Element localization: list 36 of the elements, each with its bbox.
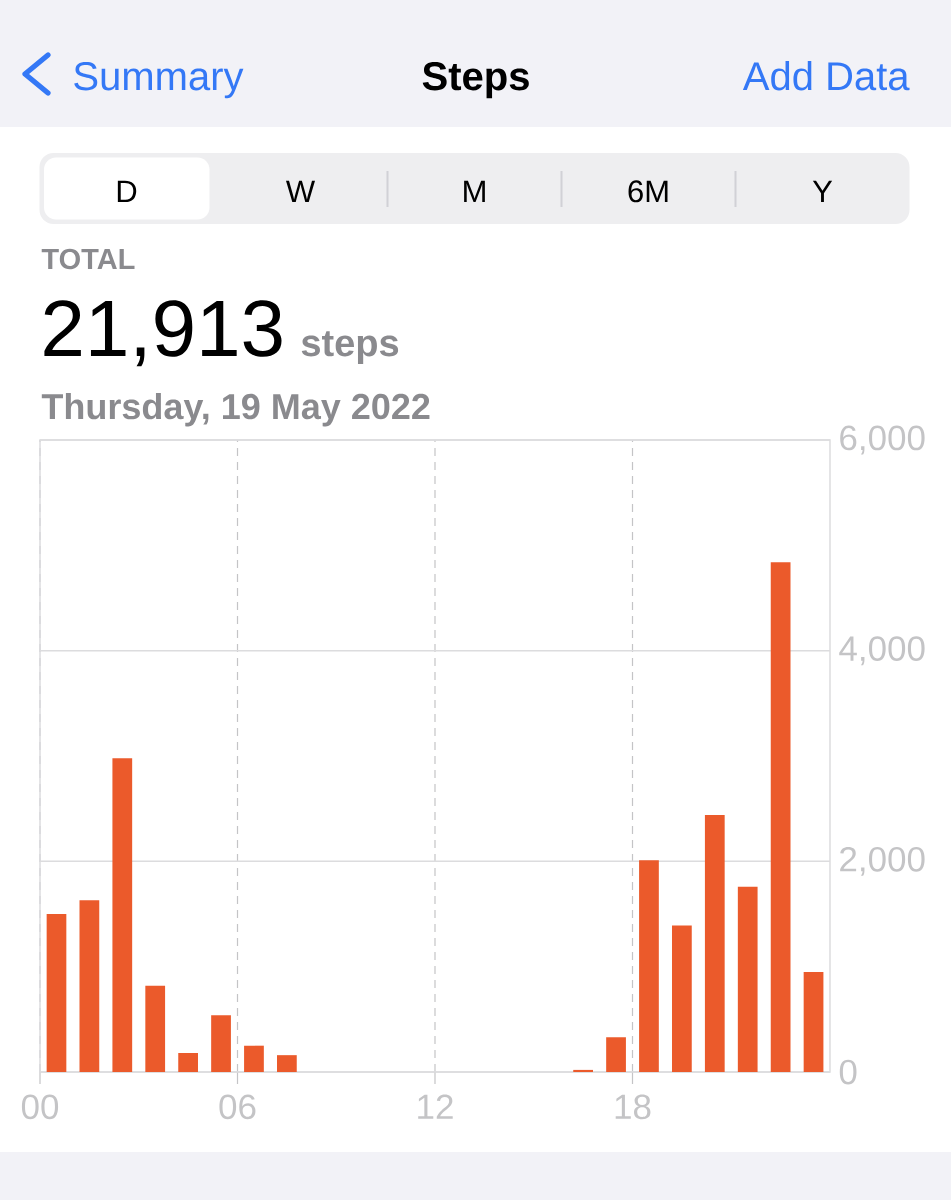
text: W [286, 180, 316, 203]
bar [211, 1015, 231, 1073]
chart-title: Steps [422, 62, 529, 99]
bar [606, 1037, 626, 1073]
text: D [117, 180, 137, 203]
y-tick-label: 4,000 [839, 636, 925, 666]
y-tick-label: 2,000 [840, 846, 925, 876]
chart-subtitle: Thursday, 19 May 2022 [41, 392, 430, 427]
bar [770, 562, 791, 1073]
bar [737, 886, 758, 1073]
bar [145, 985, 166, 1073]
bar [112, 758, 133, 1073]
text: Add Data [742, 61, 910, 91]
bar [639, 860, 659, 1073]
bar [79, 900, 100, 1073]
x-tick-label: 12 [418, 1094, 453, 1119]
bar [573, 1069, 593, 1073]
x-tick-label: 18 [615, 1094, 651, 1120]
y-tick-label: 6,000 [840, 425, 925, 455]
bar [244, 1045, 264, 1073]
y-tick-label: 0 [839, 1059, 857, 1085]
bar [672, 925, 692, 1073]
bar [704, 815, 725, 1073]
text: 21,913 [44, 300, 282, 367]
x-tick-label: 00 [21, 1094, 59, 1120]
text: steps [301, 331, 399, 364]
text: Summary [74, 62, 244, 99]
text: 6M [628, 180, 668, 203]
bar [46, 914, 67, 1073]
bar [803, 971, 824, 1073]
text: TOTAL [41, 248, 135, 270]
bar [277, 1055, 297, 1073]
x-tick-label: 06 [219, 1094, 256, 1120]
text: M [464, 180, 485, 203]
text: Y [812, 180, 833, 203]
bar [178, 1053, 198, 1073]
